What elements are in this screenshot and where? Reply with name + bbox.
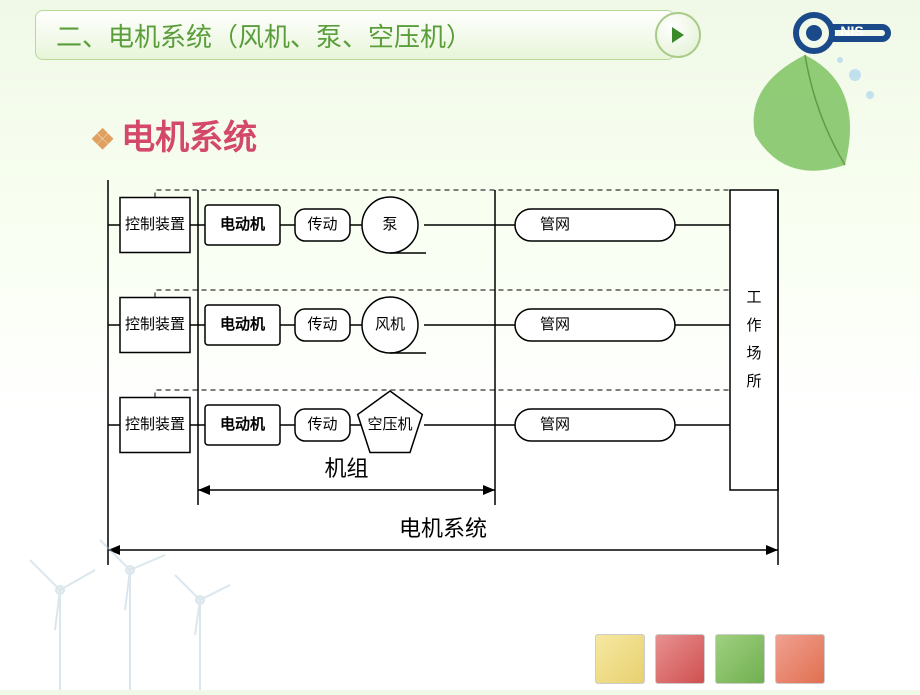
svg-text:管网: 管网 <box>540 216 570 233</box>
header-title: 二、电机系统（风机、泵、空压机） <box>56 17 472 54</box>
section-title: ❖电机系统 <box>90 110 257 159</box>
svg-text:控制装置: 控制装置 <box>125 316 185 333</box>
thumb-3 <box>715 634 765 684</box>
svg-text:场: 场 <box>746 345 761 362</box>
svg-text:控制装置: 控制装置 <box>125 216 185 233</box>
thumb-4 <box>775 634 825 684</box>
svg-text:作: 作 <box>746 317 761 334</box>
svg-text:电动机: 电动机 <box>220 415 265 433</box>
svg-text:传动: 传动 <box>307 316 337 333</box>
svg-text:管网: 管网 <box>540 316 570 333</box>
svg-text:传动: 传动 <box>307 216 337 233</box>
svg-text:控制装置: 控制装置 <box>125 416 185 433</box>
svg-text:空压机: 空压机 <box>367 416 412 433</box>
windmill-decoration <box>0 510 260 690</box>
thumbnail-row <box>595 634 825 684</box>
svg-text:NIS: NIS <box>840 23 863 39</box>
svg-text:管网: 管网 <box>540 416 570 433</box>
svg-text:所: 所 <box>746 373 761 390</box>
section-title-text: 电机系统 <box>121 119 257 157</box>
header-bar: 二、电机系统（风机、泵、空压机） <box>35 10 675 60</box>
svg-text:传动: 传动 <box>307 416 337 433</box>
arrow-right-icon <box>666 23 690 47</box>
bullet-icon: ❖ <box>90 124 115 155</box>
thumb-2 <box>655 634 705 684</box>
next-arrow-button[interactable] <box>655 12 701 58</box>
svg-text:电动机: 电动机 <box>220 215 265 233</box>
svg-text:工: 工 <box>746 290 761 306</box>
svg-text:泵: 泵 <box>382 217 397 233</box>
svg-text:机组: 机组 <box>324 456 368 481</box>
svg-text:电机系统: 电机系统 <box>399 516 487 541</box>
svg-text:电动机: 电动机 <box>220 315 265 333</box>
svg-text:风机: 风机 <box>375 316 405 333</box>
thumb-1 <box>595 634 645 684</box>
